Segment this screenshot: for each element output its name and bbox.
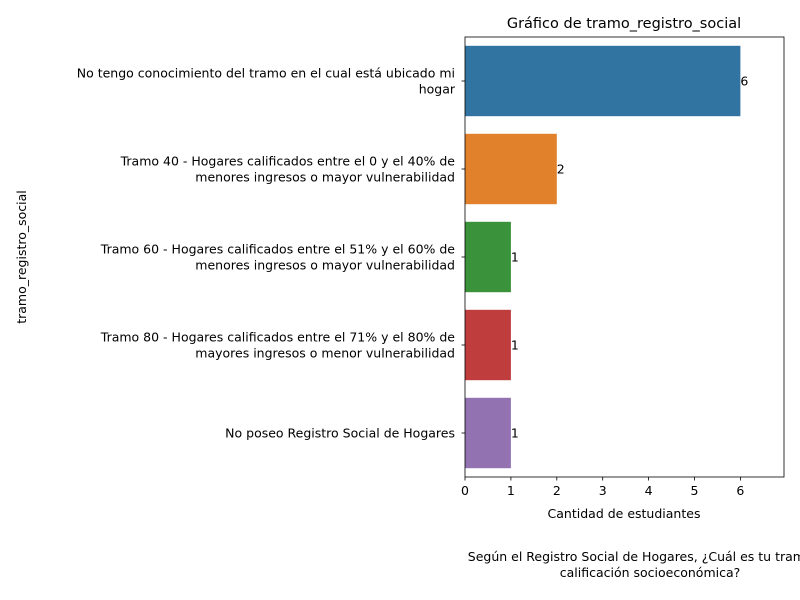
x-tick-label-4: 4	[645, 483, 653, 498]
bars-layer: 6 2 1 1 1	[465, 45, 748, 469]
bar-2	[465, 221, 511, 293]
chart-title: Gráfico de tramo_registro_social	[507, 16, 741, 32]
data-label-4: 1	[511, 426, 519, 441]
footnote-line-1: Según el Registro Social de Hogares, ¿Cu…	[467, 549, 800, 564]
x-tick-label-6: 6	[736, 483, 744, 498]
y-axis-label: tramo_registro_social	[14, 190, 29, 324]
bar-3	[465, 309, 511, 381]
data-label-0: 6	[740, 74, 748, 89]
bar-4	[465, 397, 511, 469]
y-tick-label-4: No poseo Registro Social de Hogares	[225, 426, 455, 441]
bar-0	[465, 45, 741, 117]
plot-frame	[464, 36, 785, 478]
footnote-line-2: calificación socioeconómica?	[559, 565, 741, 580]
x-tick-label-2: 2	[553, 483, 561, 498]
x-tick-label-1: 1	[507, 483, 515, 498]
axes-layer: No tengo conocimiento del tramo en el cu…	[77, 36, 785, 498]
y-tick-label-0: No tengo conocimiento del tramo en el cu…	[77, 66, 456, 97]
y-tick-label-2: Tramo 60 - Hogares calificados entre el …	[100, 242, 456, 273]
data-label-1: 2	[557, 162, 565, 177]
bar-1	[465, 133, 557, 205]
x-tick-label-5: 5	[691, 483, 699, 498]
x-tick-label-3: 3	[599, 483, 607, 498]
data-label-3: 1	[511, 338, 519, 353]
x-tick-label-0: 0	[461, 483, 469, 498]
x-axis-label: Cantidad de estudiantes	[548, 506, 701, 521]
chart-footnote: Según el Registro Social de Hogares, ¿Cu…	[400, 549, 800, 581]
y-tick-label-3: Tramo 80 - Hogares calificados entre el …	[100, 330, 456, 361]
y-tick-label-1: Tramo 40 - Hogares calificados entre el …	[120, 154, 456, 185]
data-label-2: 1	[511, 250, 519, 265]
